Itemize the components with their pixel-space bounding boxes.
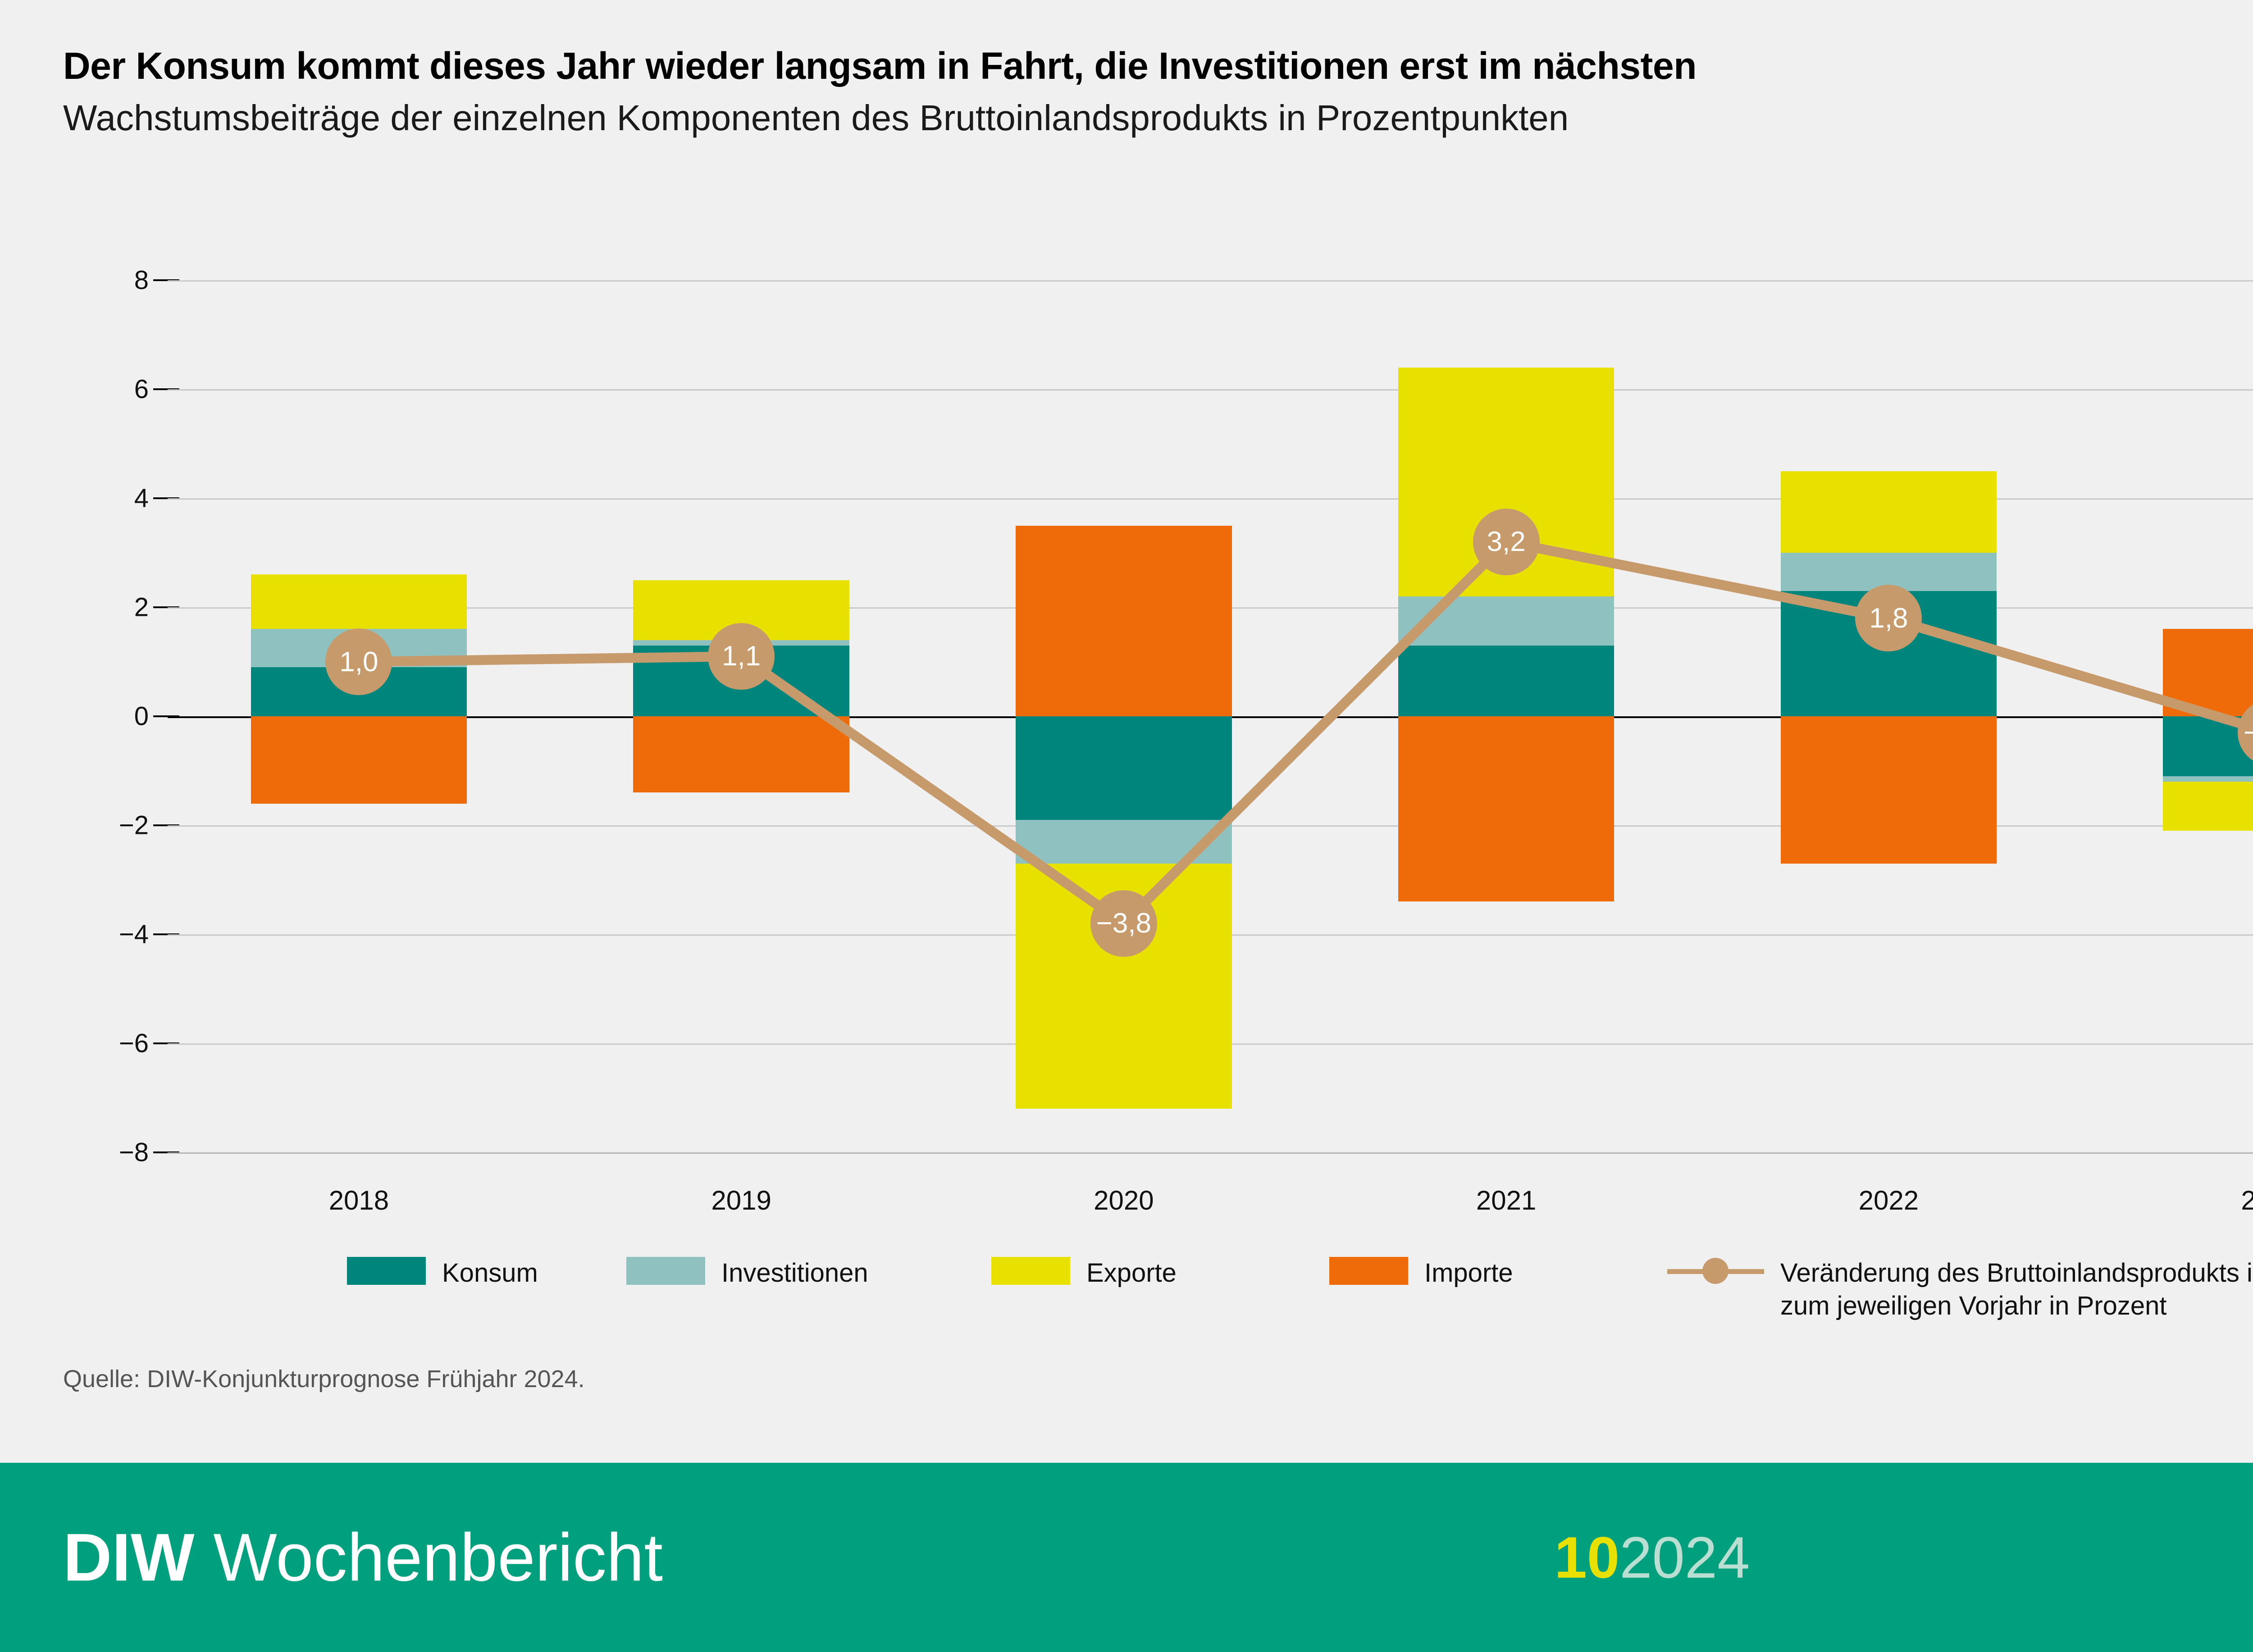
chart-legend: Konsum Investitionen Exporte Importe Verände… bbox=[347, 1257, 2253, 1347]
bar-segment-importe[interactable] bbox=[633, 716, 849, 793]
y-tick-mark bbox=[153, 1151, 179, 1153]
y-tick-mark bbox=[153, 824, 179, 826]
legend-item[interactable]: Importe bbox=[1329, 1257, 1513, 1290]
bar-group[interactable] bbox=[1016, 280, 1232, 1152]
y-tick-label: −4 bbox=[119, 919, 149, 949]
legend-line-marker-icon bbox=[1667, 1257, 1764, 1285]
bar-group[interactable] bbox=[1780, 280, 1997, 1152]
data-point-marker[interactable]: 1,1 bbox=[708, 623, 775, 690]
issue-year: 2024 bbox=[1619, 1525, 1750, 1590]
y-tick-label: 8 bbox=[134, 265, 149, 295]
bar-segment-invest[interactable] bbox=[1780, 553, 1997, 591]
chart-header: Der Konsum kommt dieses Jahr wieder lang… bbox=[63, 45, 2253, 138]
bar-segment-importe[interactable] bbox=[1016, 525, 1232, 716]
gridline bbox=[168, 389, 2253, 391]
bar-segment-importe[interactable] bbox=[251, 716, 467, 804]
legend-dot-icon bbox=[1702, 1258, 1729, 1284]
y-tick-mark bbox=[153, 933, 179, 935]
bar-segment-exporte[interactable] bbox=[2163, 782, 2253, 831]
footer-band: DIW Wochenbericht 102024 DIW BERLIN bbox=[0, 1463, 2253, 1652]
legend-swatch bbox=[626, 1257, 705, 1285]
gridline bbox=[168, 1152, 2253, 1154]
legend-label: Veränderung des Bruttoinlandsprodukts im… bbox=[1780, 1258, 2253, 1320]
y-tick-label: −2 bbox=[119, 810, 149, 840]
legend-label: Exporte bbox=[1086, 1258, 1177, 1288]
source-row: Quelle: DIW-Konjunkturprognose Frühjahr … bbox=[63, 1365, 2253, 1393]
bar-segment-invest[interactable] bbox=[2163, 776, 2253, 782]
y-axis: 8 6 4 2 0 −2 −4 −6 −8 bbox=[0, 252, 179, 1180]
legend-item[interactable]: Exporte bbox=[991, 1257, 1177, 1290]
x-tick-label: 2020 bbox=[1094, 1185, 1154, 1215]
issue-info: 102024 bbox=[1555, 1524, 1750, 1591]
legend-label: Importe bbox=[1424, 1258, 1513, 1288]
y-tick-mark bbox=[153, 279, 179, 281]
x-tick-label: 2022 bbox=[1858, 1185, 1919, 1215]
bar-segment-invest[interactable] bbox=[1398, 596, 1614, 646]
publication-brand: DIW Wochenbericht bbox=[63, 1519, 663, 1597]
bar-segment-importe[interactable] bbox=[1780, 716, 1997, 864]
y-tick-label: −6 bbox=[119, 1029, 149, 1058]
bar-segment-konsum[interactable] bbox=[1398, 645, 1614, 716]
x-tick-label: 2023 bbox=[2241, 1185, 2253, 1215]
brand-diw: DIW bbox=[63, 1519, 195, 1595]
page-subtitle: Wachstumsbeiträge der einzelnen Komponen… bbox=[63, 98, 1569, 138]
y-tick-mark bbox=[153, 606, 179, 608]
y-tick-label: 0 bbox=[134, 701, 149, 731]
page-title: Der Konsum kommt dieses Jahr wieder lang… bbox=[63, 45, 1697, 87]
data-point-marker[interactable]: 3,2 bbox=[1473, 508, 1540, 575]
y-tick-mark bbox=[153, 497, 179, 499]
legend-label: Investitionen bbox=[721, 1258, 868, 1288]
x-tick-label: 2018 bbox=[328, 1185, 389, 1215]
brand-wochenbericht: Wochenbericht bbox=[194, 1519, 663, 1595]
gridline bbox=[168, 498, 2253, 500]
x-tick-label: 2019 bbox=[711, 1185, 771, 1215]
bar-group[interactable] bbox=[1398, 280, 1614, 1152]
legend-swatch bbox=[347, 1257, 426, 1285]
chart-plot-area: 1,01,1−3,83,21,8−0,3−0,01,2 Prognose bbox=[168, 280, 2253, 1154]
y-tick-label: 4 bbox=[134, 483, 149, 513]
y-tick-mark bbox=[153, 715, 179, 717]
data-point-marker[interactable]: −3,8 bbox=[1090, 890, 1157, 957]
legend-item[interactable]: Investitionen bbox=[626, 1257, 868, 1290]
data-point-marker[interactable]: 1,8 bbox=[1855, 585, 1922, 652]
y-tick-label: −8 bbox=[119, 1138, 149, 1167]
bar-segment-exporte[interactable] bbox=[1780, 471, 1997, 553]
legend-label: Konsum bbox=[442, 1258, 538, 1288]
chart-plot-wrapper: 1,01,1−3,83,21,8−0,3−0,01,2 Prognose bbox=[0, 252, 2253, 1180]
x-tick-label: 2021 bbox=[1476, 1185, 1537, 1215]
y-tick-mark bbox=[153, 388, 179, 390]
data-point-marker[interactable]: 1,0 bbox=[325, 628, 392, 695]
gridline bbox=[168, 280, 2253, 282]
bar-segment-exporte[interactable] bbox=[251, 574, 467, 629]
bar-segment-importe[interactable] bbox=[1398, 716, 1614, 902]
bar-segment-konsum[interactable] bbox=[1016, 716, 1232, 820]
source-note: Quelle: DIW-Konjunkturprognose Frühjahr … bbox=[63, 1365, 585, 1393]
legend-swatch bbox=[991, 1257, 1070, 1285]
y-tick-mark bbox=[153, 1042, 179, 1044]
issue-number: 10 bbox=[1554, 1525, 1620, 1590]
gdp-change-line bbox=[359, 537, 2253, 928]
legend-swatch bbox=[1329, 1257, 1408, 1285]
y-tick-label: 2 bbox=[134, 592, 149, 622]
y-tick-label: 6 bbox=[134, 374, 149, 404]
legend-item[interactable]: Veränderung des Bruttoinlandsprodukts im… bbox=[1667, 1257, 2253, 1322]
legend-item[interactable]: Konsum bbox=[347, 1257, 538, 1290]
